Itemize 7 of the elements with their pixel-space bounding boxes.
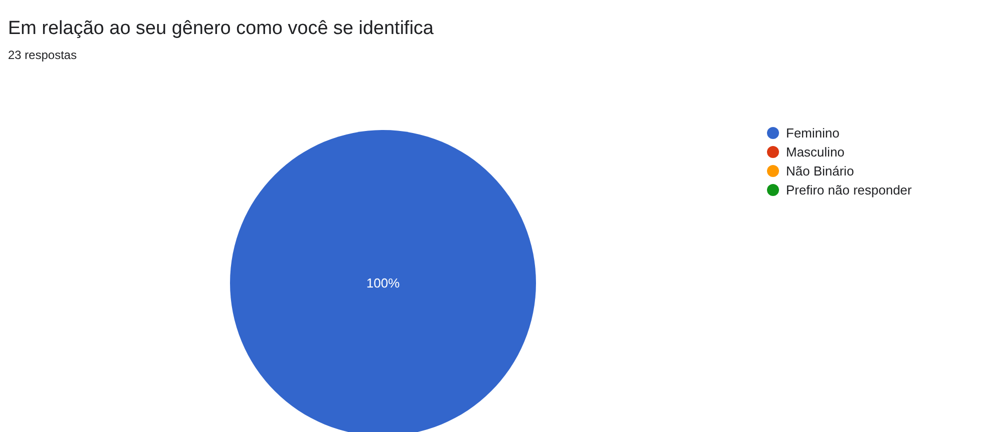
- text: 23 respostas: [8, 48, 77, 62]
- legend-label: Masculino: [786, 144, 845, 160]
- legend-label: Feminino: [786, 126, 840, 141]
- legend-label: Não Binário: [786, 164, 854, 179]
- chart-title: Em relação ao seu gênero como você se identifica: [8, 18, 434, 39]
- data-label: 100%: [366, 276, 400, 291]
- legend-label: Prefiro não responder: [786, 182, 912, 198]
